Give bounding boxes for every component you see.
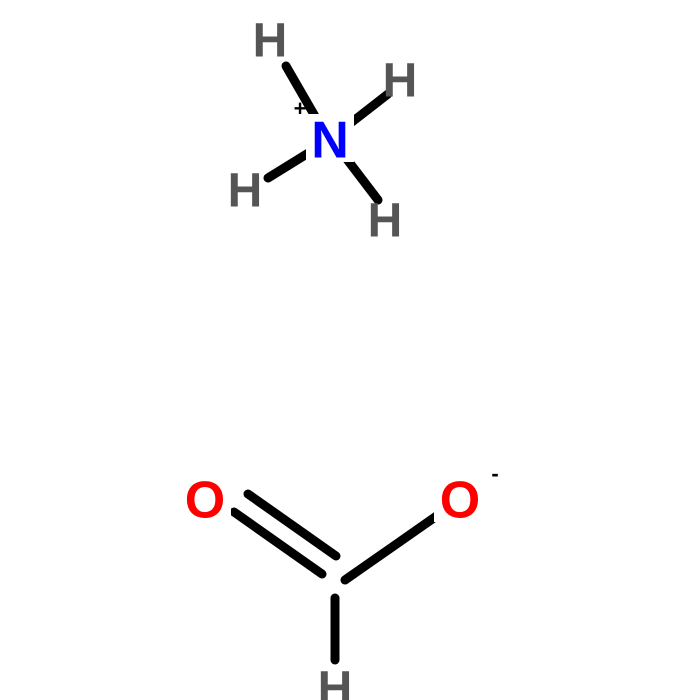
bond-n-h3 [268,152,310,178]
bond-c-o-double-a [234,512,322,574]
nitrogen-label: N [311,112,349,170]
bond-c-o-single [345,515,438,580]
ammonium-charge: + [294,96,307,121]
hydrogen-label-1: H [253,15,288,68]
oxygen-double-label: O [185,472,225,530]
oxygen-single-label: O [440,472,480,530]
molecule-diagram: N+HHHHOO-H [0,0,700,700]
formate-hydrogen-label: H [318,663,353,700]
hydrogen-label-4: H [368,195,403,248]
hydrogen-label-3: H [228,165,263,218]
hydrogen-label-2: H [383,55,418,108]
formate-charge: - [491,461,498,486]
bond-c-o-double-b [248,494,336,556]
